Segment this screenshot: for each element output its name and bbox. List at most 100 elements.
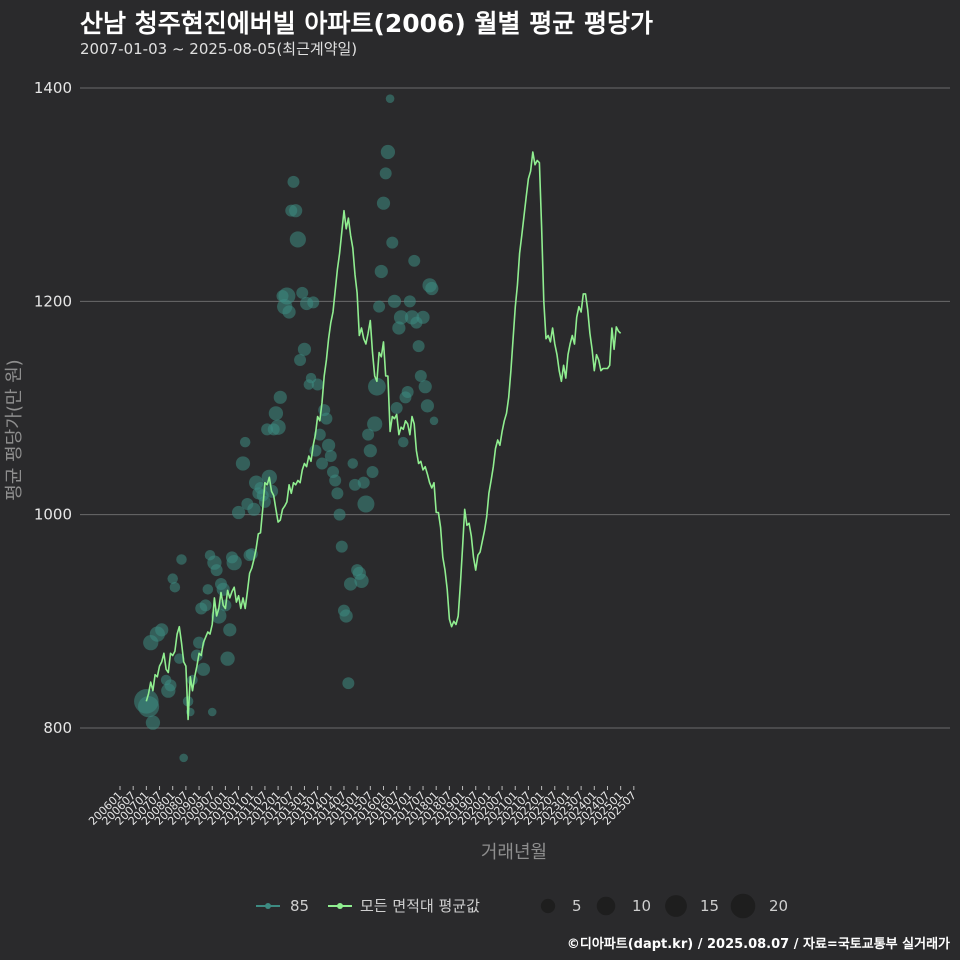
data-point [282,305,296,319]
data-point [362,428,375,441]
data-point [393,310,409,325]
y-axis-title: 평균 평당가(만 원) [4,359,25,500]
data-point [289,231,306,248]
data-point [270,419,286,435]
x-axis-title: 거래년월 [481,842,547,863]
data-point [320,412,333,425]
data-point [354,573,369,588]
data-point [324,450,337,462]
data-point [155,623,169,637]
data-point [374,264,388,279]
data-point [342,677,355,690]
data-point [187,674,198,686]
data-point [179,753,188,763]
chart-title: 산남 청주현진에버빌 아파트(2006) 월별 평균 평당가 [80,9,653,38]
y-tick-label: 1400 [34,79,72,97]
legend-85-label: 85 [290,897,309,915]
data-point [379,167,392,180]
legend-85-dot [265,903,271,909]
data-point [368,377,386,396]
data-point [366,466,379,478]
legend-size-circle [730,893,756,919]
data-point [333,508,346,521]
data-point [223,623,237,637]
data-point [329,474,342,487]
data-point [420,399,435,413]
data-point [418,380,432,394]
data-point [220,651,235,666]
data-point [296,286,309,299]
data-point [339,609,353,623]
data-point [169,581,181,593]
data-point [363,444,377,458]
y-axis-ticks: 800 1000 1200 1400 [34,79,72,737]
data-point [412,340,425,353]
legend-average-label: 모든 면적대 평균값 [360,897,480,915]
data-point [385,94,395,103]
data-point [287,175,300,188]
data-point [357,495,375,513]
y-tick-label: 800 [43,719,72,737]
data-point [226,555,242,571]
data-point [297,342,312,356]
legend-size-circle [665,895,687,917]
data-point [311,378,324,391]
legend: 85 모든 면적대 평균값 5 10 15 20 [256,893,788,919]
y-tick-label: 1200 [34,292,72,310]
legend-size-label: 5 [572,897,582,915]
y-tick-label: 1000 [34,506,72,524]
data-point [390,402,403,414]
data-point [268,406,284,421]
data-point [164,679,177,692]
data-point [247,502,261,516]
legend-average-dot [337,903,343,909]
data-point [376,196,391,210]
average-price-line [145,151,622,721]
chart-subtitle: 2007-01-03 ~ 2025-08-05(최근계약일) [80,40,358,58]
data-point [231,505,246,520]
data-point [202,584,214,595]
data-point [137,696,160,718]
data-point [414,370,427,382]
data-point [216,582,230,596]
series-lines [145,151,622,721]
data-point [398,436,409,448]
data-point [343,577,358,591]
legend-size-label: 10 [632,897,651,915]
x-axis-ticks: 2006012006072007012007072008012008072009… [86,786,639,828]
data-point [193,636,206,649]
data-point [273,390,287,404]
legend-size-circle [596,896,616,916]
data-point [367,416,383,432]
data-point [401,386,414,398]
data-point [174,653,185,664]
data-point [331,487,344,500]
data-point [335,540,348,553]
legend-size-label: 15 [700,897,719,915]
data-point [373,300,386,313]
data-point [289,204,303,218]
data-point [429,416,439,426]
data-point [357,476,370,489]
data-point [403,295,416,308]
scatter-points [134,94,439,763]
data-point [278,287,296,305]
data-point [210,564,223,577]
data-point [380,144,396,160]
data-point [145,715,161,730]
data-point [408,254,421,267]
data-point [316,457,329,470]
data-point [387,294,402,308]
data-point [211,608,227,624]
data-point [239,436,251,448]
data-point [199,599,212,612]
data-point [322,438,336,452]
data-point [294,354,307,366]
legend-size-circle [540,898,556,914]
credit-text: ©디아파트(dapt.kr) / 2025.08.07 / 자료=국토교통부 실… [566,937,950,952]
data-point [313,428,326,441]
data-point [235,456,251,471]
data-point [207,707,217,717]
data-point [176,554,187,565]
